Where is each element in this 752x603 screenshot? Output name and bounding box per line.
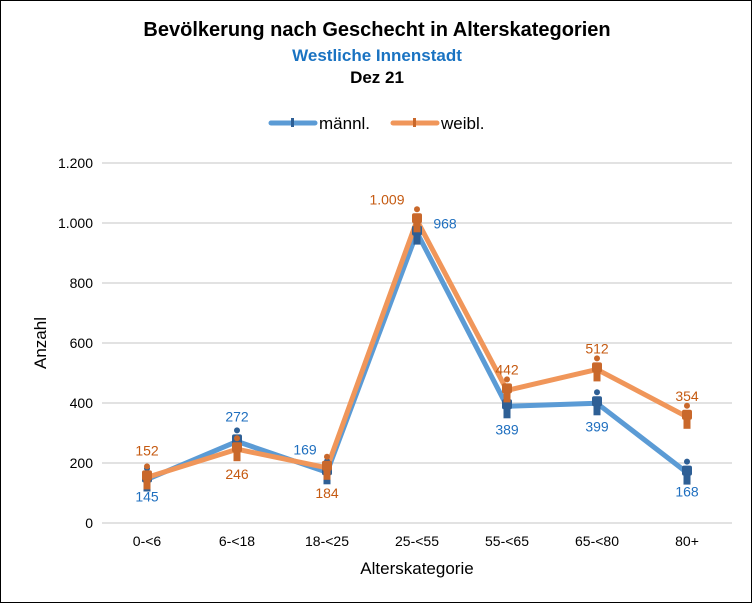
chart-title: Bevölkerung nach Geschecht in Alterskate… <box>143 19 611 41</box>
data-label: 1.009 <box>369 191 404 207</box>
male-person-marker <box>592 389 602 416</box>
data-label: 272 <box>225 408 249 424</box>
y-tick-label: 200 <box>70 455 94 471</box>
male-person-marker <box>682 458 692 485</box>
female-person-marker <box>412 206 422 233</box>
female-person-marker <box>502 376 512 403</box>
chart-subtitle-date: Dez 21 <box>350 68 404 87</box>
chart-subtitle: Westliche Innenstadt <box>292 46 462 65</box>
female-person-marker <box>682 402 692 429</box>
data-label: 389 <box>495 421 519 437</box>
female-person-marker <box>142 463 152 490</box>
x-tick-label: 55-<65 <box>485 533 529 549</box>
data-label: 145 <box>135 489 159 505</box>
data-label: 512 <box>585 340 609 356</box>
data-label: 399 <box>585 418 609 434</box>
data-label: 354 <box>675 388 699 404</box>
y-tick-label: 400 <box>70 395 94 411</box>
legend-label: weibl. <box>440 114 484 133</box>
y-tick-label: 800 <box>70 275 94 291</box>
data-label: 168 <box>675 484 699 500</box>
y-tick-label: 600 <box>70 335 94 351</box>
data-label: 184 <box>315 485 339 501</box>
legend-label: männl. <box>319 114 370 133</box>
x-tick-label: 6-<18 <box>219 533 255 549</box>
data-label: 152 <box>135 442 159 458</box>
female-person-marker <box>592 355 602 382</box>
x-tick-label: 25-<55 <box>395 533 439 549</box>
x-tick-label: 18-<25 <box>305 533 349 549</box>
legend-item-male: männl. <box>268 114 370 133</box>
y-tick-label: 1.200 <box>58 155 93 171</box>
data-label: 968 <box>433 216 457 232</box>
female-person-marker <box>232 435 242 462</box>
legend-item-female: weibl. <box>390 114 484 133</box>
x-tick-label: 65-<80 <box>575 533 619 549</box>
data-label: 246 <box>225 466 249 482</box>
person-icon <box>413 118 416 127</box>
x-tick-label: 80+ <box>675 533 699 549</box>
y-axis-label: Anzahl <box>31 317 50 369</box>
x-axis-label: Alterskategorie <box>360 559 473 578</box>
data-label: 169 <box>293 441 317 457</box>
female-person-marker <box>322 453 332 480</box>
person-icon <box>291 118 294 127</box>
data-label: 442 <box>495 361 519 377</box>
y-tick-label: 0 <box>85 515 93 531</box>
x-tick-label: 0-<6 <box>133 533 162 549</box>
y-tick-label: 1.000 <box>58 215 93 231</box>
